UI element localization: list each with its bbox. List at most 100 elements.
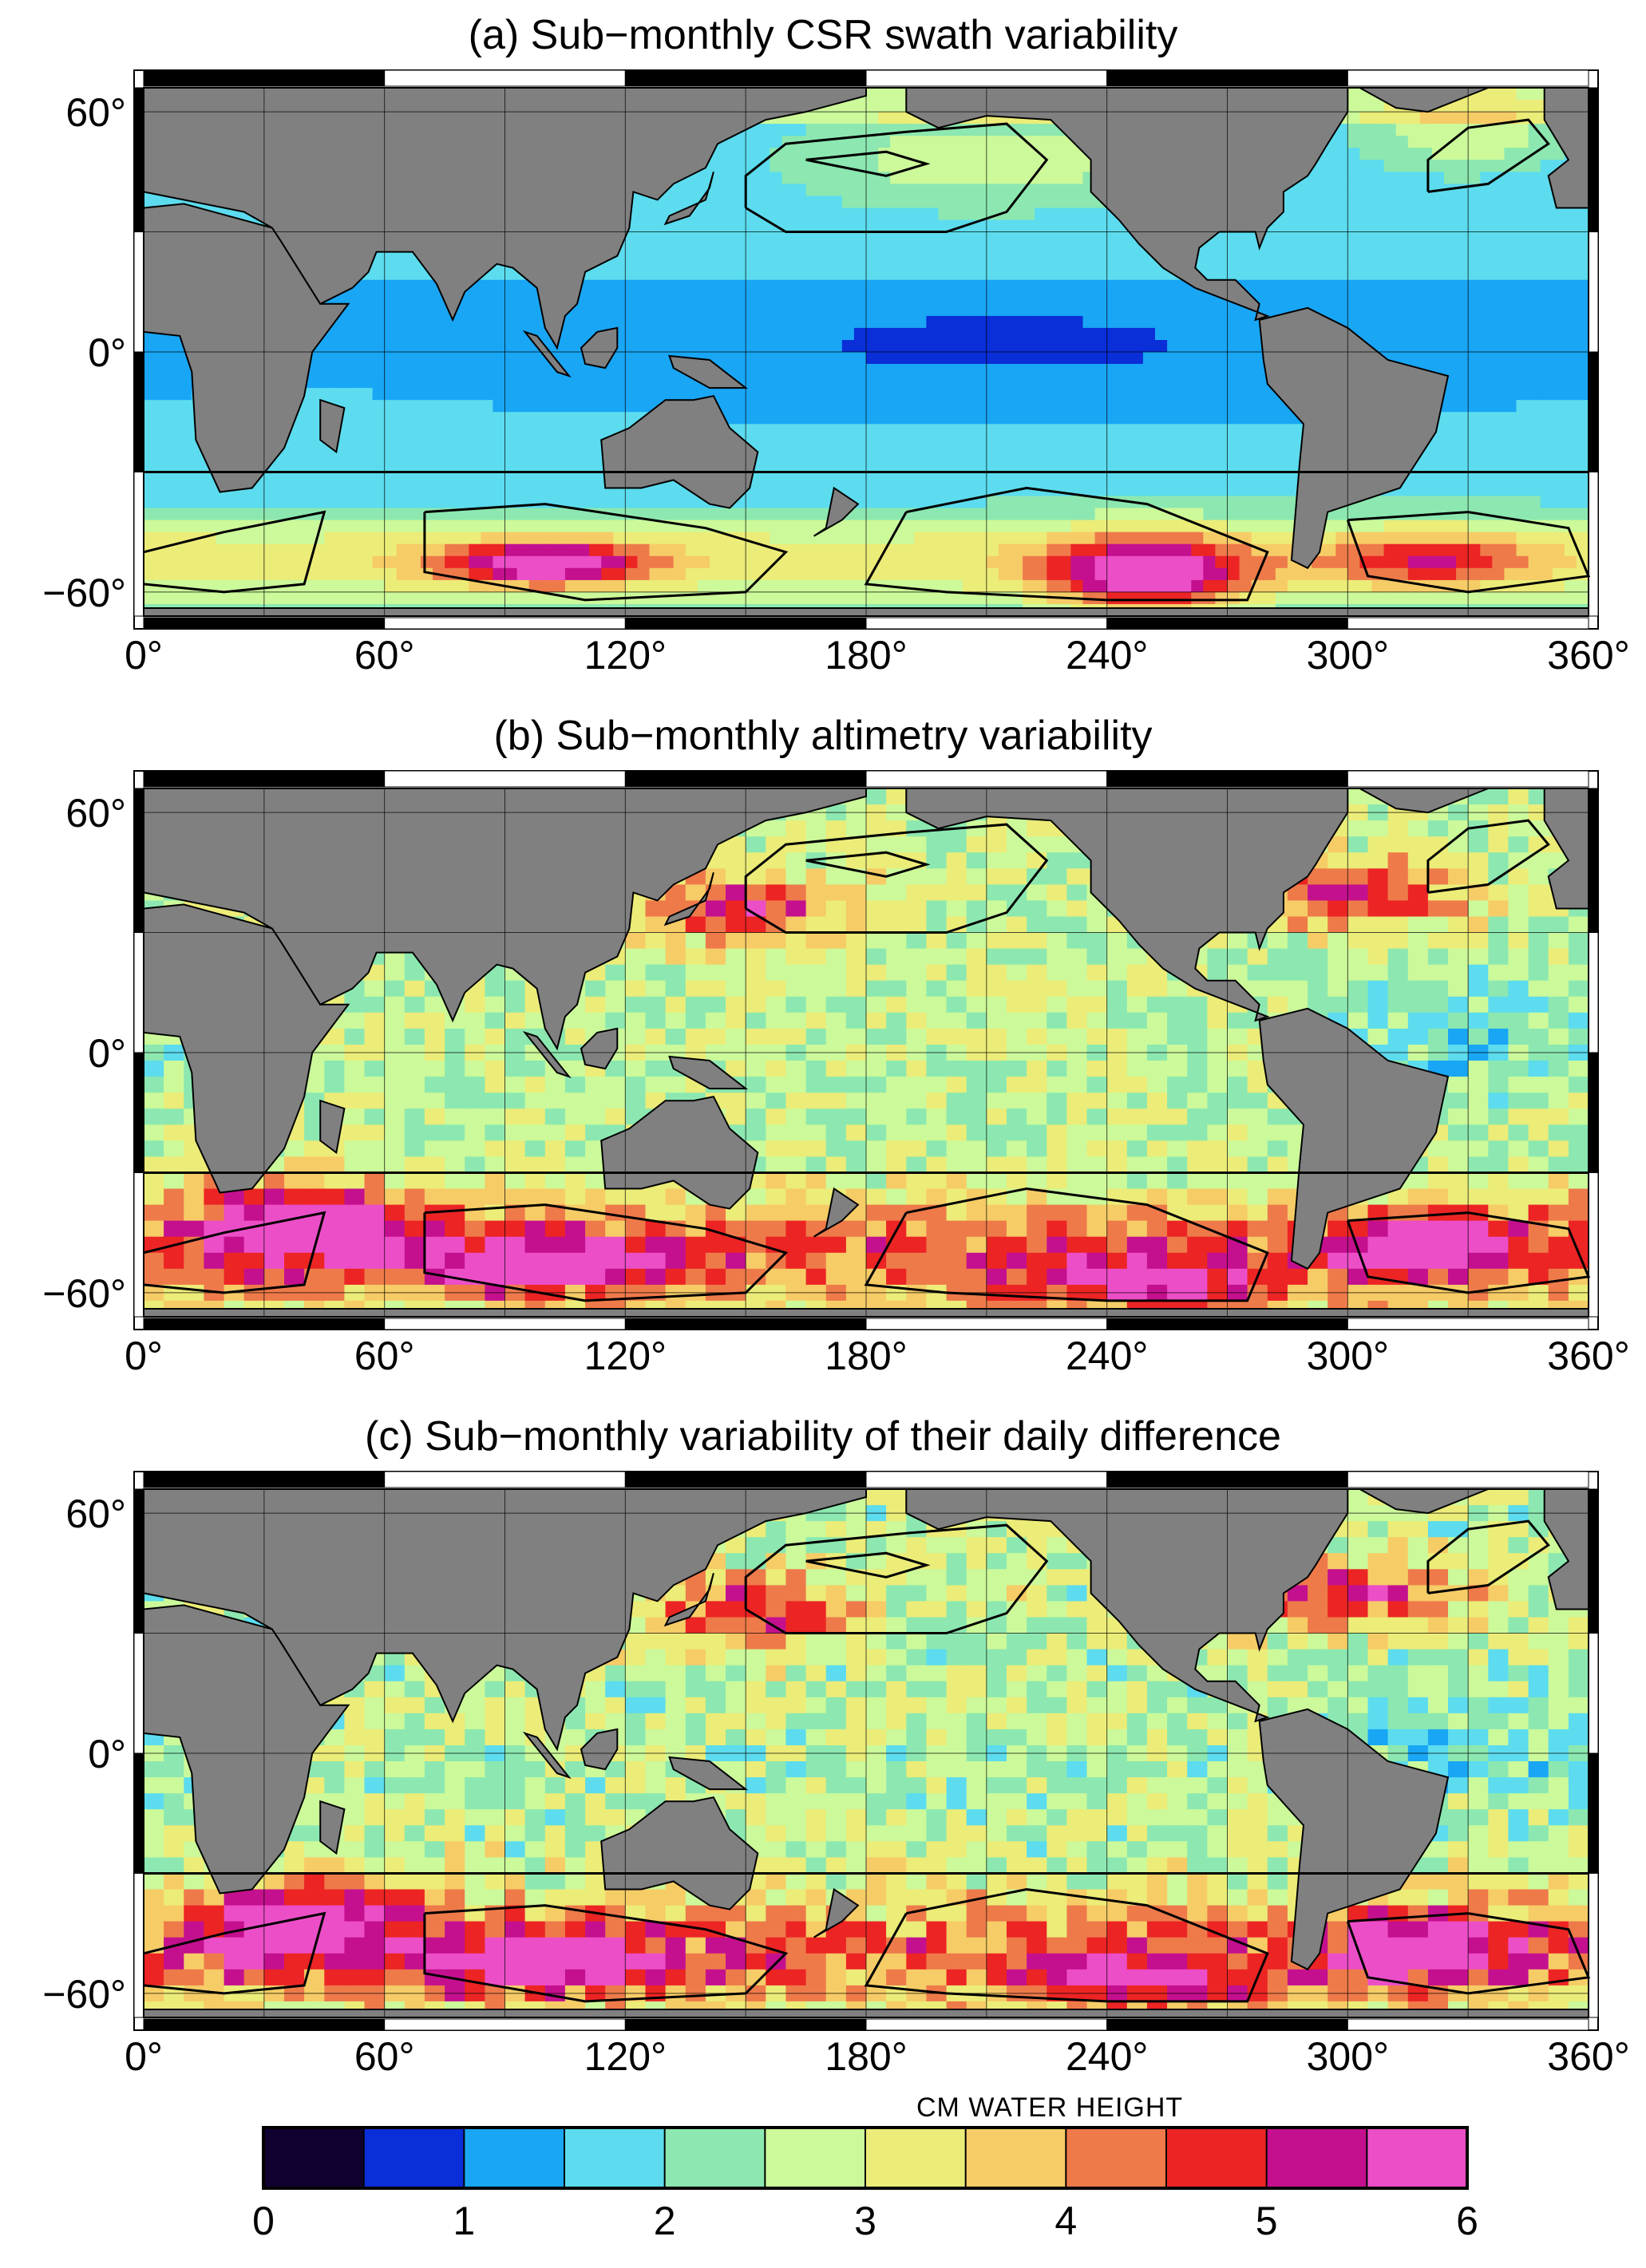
field-cell bbox=[1191, 448, 1204, 460]
field-cell bbox=[481, 460, 493, 472]
field-cell bbox=[251, 567, 265, 581]
field-cell bbox=[1383, 184, 1397, 196]
field-cell bbox=[481, 352, 493, 365]
field-cell bbox=[144, 484, 156, 497]
field-cell bbox=[962, 579, 975, 593]
field-cell bbox=[1456, 255, 1469, 269]
field-cell bbox=[481, 555, 493, 569]
field-cell bbox=[504, 591, 518, 605]
field-cell bbox=[938, 231, 952, 245]
field-cell bbox=[1324, 555, 1336, 569]
field-cell bbox=[312, 388, 325, 401]
field-cell bbox=[709, 184, 722, 196]
field-cell bbox=[1023, 400, 1035, 413]
field-cell bbox=[878, 424, 891, 437]
field-cell bbox=[1142, 412, 1156, 425]
field-cell bbox=[1070, 327, 1084, 341]
field-cell bbox=[1082, 315, 1096, 329]
field-cell bbox=[746, 520, 758, 533]
field-cell bbox=[1106, 231, 1120, 245]
field-cell bbox=[829, 531, 843, 545]
field-cell bbox=[1335, 555, 1348, 569]
field-cell bbox=[625, 579, 638, 593]
field-cell bbox=[841, 303, 855, 317]
field-cell bbox=[914, 484, 927, 497]
field-cell bbox=[938, 267, 952, 281]
field-cell bbox=[926, 315, 940, 329]
field-cell bbox=[841, 579, 855, 593]
field-cell bbox=[793, 124, 807, 136]
field-cell bbox=[180, 579, 192, 593]
field-cell bbox=[263, 508, 277, 521]
field-cell bbox=[902, 520, 915, 533]
field-cell bbox=[1227, 591, 1240, 605]
field-cell bbox=[962, 388, 975, 401]
field-cell bbox=[1179, 484, 1192, 497]
field-cell bbox=[1335, 231, 1348, 245]
field-cell bbox=[1492, 364, 1505, 377]
field-cell bbox=[577, 448, 590, 460]
field-cell bbox=[1407, 219, 1421, 233]
field-cell bbox=[1094, 364, 1108, 377]
field-cell bbox=[1275, 231, 1288, 245]
field-cell bbox=[926, 508, 940, 521]
field-cell bbox=[1335, 207, 1348, 221]
field-cell bbox=[962, 591, 975, 605]
field-cell bbox=[805, 424, 819, 437]
field-cell bbox=[841, 291, 855, 305]
field-cell bbox=[1407, 184, 1421, 196]
field-cell bbox=[1227, 400, 1240, 413]
field-cell bbox=[974, 255, 987, 269]
field-cell bbox=[1492, 484, 1505, 497]
field-cell bbox=[781, 424, 795, 437]
field-cell bbox=[829, 184, 843, 196]
field-cell bbox=[1312, 291, 1324, 305]
field-cell bbox=[998, 436, 1011, 448]
field-cell bbox=[962, 543, 975, 557]
field-cell bbox=[1371, 303, 1385, 317]
field-cell bbox=[228, 543, 241, 557]
field-cell bbox=[817, 531, 831, 545]
field-cell bbox=[180, 591, 192, 605]
field-cell bbox=[384, 424, 398, 437]
field-cell bbox=[384, 388, 398, 401]
field-cell bbox=[722, 327, 734, 341]
field-cell bbox=[793, 219, 807, 233]
field-cell bbox=[986, 472, 999, 485]
field-cell bbox=[1263, 279, 1276, 293]
field-cell bbox=[673, 579, 686, 593]
field-cell bbox=[1419, 184, 1433, 196]
field-cell bbox=[758, 388, 770, 401]
field-cell bbox=[1094, 267, 1108, 281]
field-cell bbox=[168, 555, 180, 569]
field-cell bbox=[962, 448, 975, 460]
field-cell bbox=[168, 472, 180, 485]
field-cell bbox=[1480, 364, 1493, 377]
field-cell bbox=[396, 315, 410, 329]
field-cell bbox=[481, 496, 493, 509]
field-cell bbox=[180, 412, 192, 425]
field-cell bbox=[469, 472, 481, 485]
field-cell bbox=[1431, 472, 1445, 485]
field-cell bbox=[1492, 148, 1505, 160]
field-cell bbox=[493, 543, 506, 557]
field-cell bbox=[974, 496, 987, 509]
field-cell bbox=[962, 327, 975, 341]
field-cell bbox=[564, 388, 578, 401]
field-cell bbox=[661, 243, 675, 257]
field-cell bbox=[589, 567, 602, 581]
field-cell bbox=[144, 591, 156, 605]
field-cell bbox=[661, 555, 675, 569]
field-cell bbox=[1035, 531, 1047, 545]
field-cell bbox=[1035, 291, 1047, 305]
field-cell bbox=[1263, 448, 1276, 460]
field-cell bbox=[516, 376, 530, 389]
field-cell bbox=[372, 388, 386, 401]
field-cell bbox=[1407, 327, 1421, 341]
field-cell bbox=[938, 579, 952, 593]
field-cell bbox=[1191, 352, 1204, 365]
field-cell bbox=[156, 484, 168, 497]
field-cell bbox=[1395, 291, 1409, 305]
field-cell bbox=[1082, 388, 1096, 401]
field-cell bbox=[793, 412, 807, 425]
